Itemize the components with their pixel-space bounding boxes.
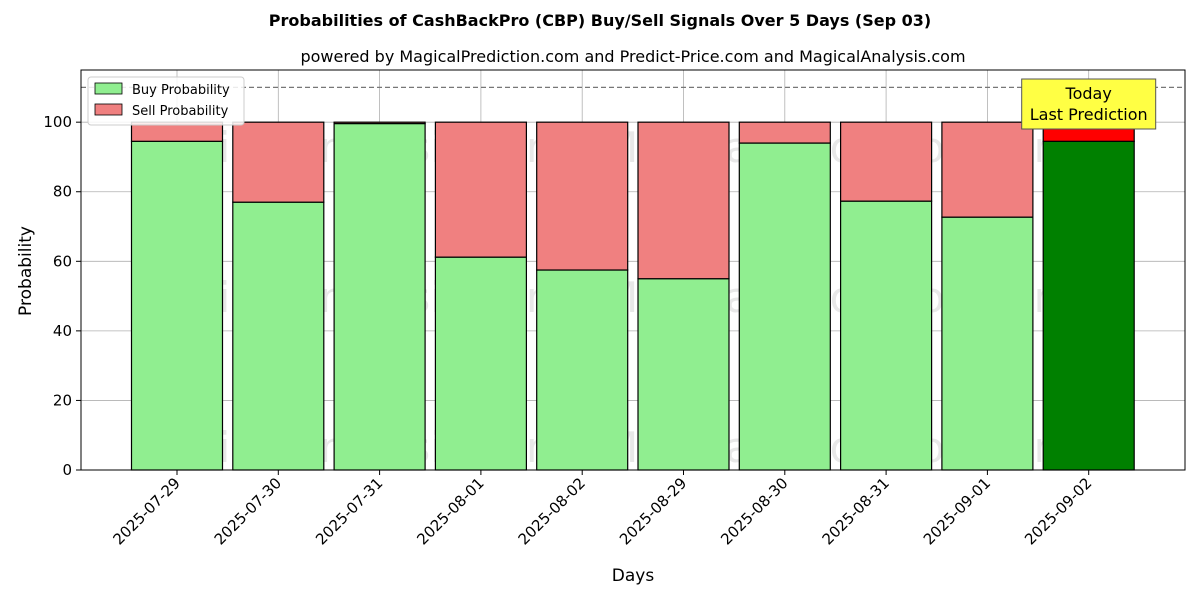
x-tick-label: 2025-08-30 [717, 474, 791, 548]
annotation: Today Last Prediction [1021, 78, 1157, 130]
bars [130, 121, 1135, 471]
bar-buy [637, 278, 730, 471]
x-tick-label: 2025-08-29 [616, 474, 690, 548]
bar-buy [434, 256, 527, 471]
x-axis-label: Days [612, 566, 655, 586]
legend-sell-label: Sell Probability [132, 104, 229, 119]
legend: Buy Probability Sell Probability [87, 76, 245, 126]
bar-sell [536, 121, 629, 271]
x-tick-label: 2025-09-01 [920, 474, 994, 548]
bar-buy [130, 140, 224, 471]
x-tick-label: 2025-08-01 [413, 474, 487, 548]
plot-frame [80, 69, 1186, 471]
legend-buy-label: Buy Probability [132, 83, 230, 98]
y-axis-label: Probability [16, 226, 36, 316]
y-tick-label: 40 [53, 322, 72, 340]
y-tick-label: 60 [53, 252, 72, 270]
legend-box [87, 76, 245, 126]
y-tick-label: 20 [53, 391, 72, 409]
x-tick-label: 2025-08-02 [515, 474, 589, 548]
bar-buy [536, 269, 629, 471]
bar-sell [232, 121, 325, 203]
y-tick-label: 100 [43, 113, 72, 131]
chart-title: Probabilities of CashBackPro (CBP) Buy/S… [269, 11, 931, 30]
bar-sell [839, 121, 933, 202]
x-axis: 2025-07-29 2025-07-30 2025-07-31 2025-08-01… [109, 470, 1096, 548]
chart-subtitle: powered by MagicalPrediction.com and Pre… [300, 47, 965, 66]
legend-buy-swatch [94, 82, 123, 95]
bar-buy [738, 142, 831, 471]
bar-sell [333, 121, 426, 125]
bar-sell [637, 121, 730, 280]
bar-buy [232, 201, 325, 471]
bar-buy [941, 216, 1034, 471]
bar-sell [941, 121, 1034, 218]
annotation-line-2: Last Prediction [1030, 105, 1148, 124]
y-tick-label: 80 [53, 183, 72, 201]
annotation-box [1021, 78, 1157, 130]
annotation-line-1: Today [1065, 84, 1112, 103]
bar-buy [839, 200, 933, 471]
x-tick-label: 2025-07-31 [312, 474, 386, 548]
x-tick-label: 2025-09-02 [1021, 474, 1095, 548]
bar-sell [434, 121, 527, 258]
legend-sell-swatch [94, 103, 123, 116]
y-axis: 0 20 40 60 80 100 [43, 113, 81, 479]
x-tick-label: 2025-07-30 [211, 474, 285, 548]
x-tick-label: 2025-08-31 [819, 474, 893, 548]
x-tick-label: 2025-07-29 [109, 474, 183, 548]
bar-sell [738, 121, 831, 144]
y-tick-label: 0 [62, 461, 72, 479]
bar-buy [1042, 140, 1135, 471]
bar-buy [333, 122, 426, 471]
